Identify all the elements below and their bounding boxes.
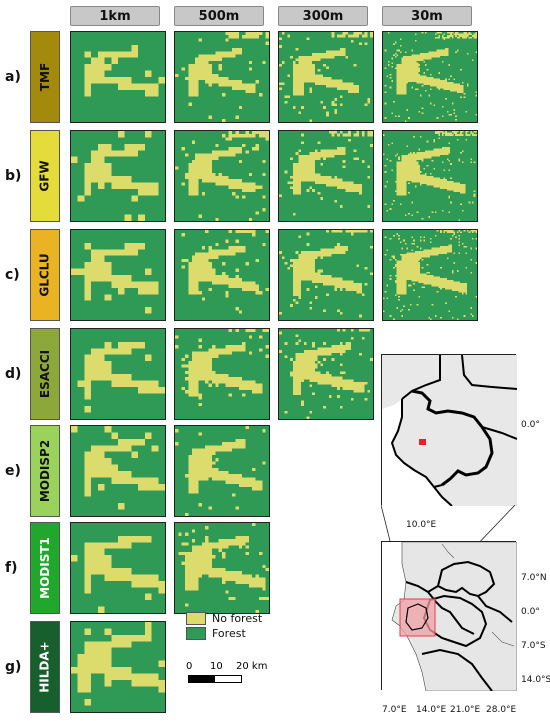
row-letter-glclu: c) — [5, 267, 20, 283]
inset-map — [381, 354, 522, 507]
product-name: ESACCI — [38, 349, 52, 399]
scale-label-20: 20 km — [236, 661, 268, 672]
product-name: GLCLU — [38, 253, 53, 297]
product-name: TMF — [38, 62, 53, 92]
product-name: MODISP2 — [38, 439, 53, 503]
inset-map-lat-label: 0.0° — [521, 420, 540, 430]
product-name: GFW — [38, 160, 53, 192]
legend-swatch-forest — [186, 627, 206, 640]
map-tile-tmf-500m — [174, 31, 270, 123]
map-tile-tmf-300m — [278, 31, 374, 123]
product-tag-esacci: ESACCI — [30, 328, 60, 420]
column-header-30m: 30m — [382, 6, 472, 26]
product-tag-tmf: TMF — [30, 31, 60, 123]
map-tile-gfw-30m — [382, 130, 478, 222]
map-tile-modisp2-1km — [70, 425, 166, 517]
map-tile-modisp2-500m — [174, 425, 270, 517]
row-letter-gfw: b) — [5, 168, 22, 184]
legend: No forest Forest — [186, 612, 262, 642]
row-letter-hilda: g) — [5, 659, 22, 675]
overview-lon-label-21E: 21.0°E — [450, 705, 481, 715]
overview-lat-label-0: 0.0° — [521, 607, 540, 617]
column-header-300m: 300m — [278, 6, 368, 26]
map-tile-tmf-30m — [382, 31, 478, 123]
overview-map — [381, 541, 518, 692]
product-tag-glclu: GLCLU — [30, 229, 60, 321]
map-tile-gfw-500m — [174, 130, 270, 222]
map-tile-esacci-300m — [278, 328, 374, 420]
map-tile-gfw-300m — [278, 130, 374, 222]
product-tag-modisp2: MODISP2 — [30, 425, 60, 517]
map-tile-esacci-1km — [70, 328, 166, 420]
overview-lat-label-14S: 14.0°S — [521, 675, 550, 685]
overview-lat-label-7N: 7.0°N — [521, 573, 547, 583]
map-tile-glclu-30m — [382, 229, 478, 321]
row-letter-tmf: a) — [5, 69, 21, 85]
scale-bar-graphic — [188, 675, 242, 683]
product-name: HILDA+ — [38, 641, 52, 693]
row-letter-modisp2: e) — [5, 463, 21, 479]
product-tag-modist1: MODIST1 — [30, 522, 60, 614]
map-tile-glclu-300m — [278, 229, 374, 321]
map-tile-hilda-1km — [70, 621, 166, 713]
map-tile-modist1-1km — [70, 522, 166, 614]
inset-map-graphic — [382, 354, 522, 507]
map-tile-tmf-1km — [70, 31, 166, 123]
legend-item-forest: Forest — [186, 627, 262, 640]
legend-swatch-no-forest — [186, 612, 206, 625]
scale-label-0: 0 — [186, 661, 193, 672]
map-tile-modist1-500m — [174, 522, 270, 614]
overview-map-graphic — [382, 541, 518, 692]
product-name: MODIST1 — [38, 537, 52, 599]
legend-item-no-forest: No forest — [186, 612, 262, 625]
row-letter-esacci: d) — [5, 366, 22, 382]
product-tag-hilda: HILDA+ — [30, 621, 60, 713]
overview-lon-label-14E: 14.0°E — [416, 705, 447, 715]
map-tile-gfw-1km — [70, 130, 166, 222]
column-header-500m: 500m — [174, 6, 264, 26]
overview-lon-label-7E: 7.0°E — [382, 705, 407, 715]
column-header-1km: 1km — [70, 6, 160, 26]
inset-map-lon-label: 10.0°E — [406, 520, 437, 530]
map-tile-glclu-1km — [70, 229, 166, 321]
legend-label-forest: Forest — [212, 627, 246, 640]
map-tile-esacci-500m — [174, 328, 270, 420]
map-tile-glclu-500m — [174, 229, 270, 321]
row-letter-modist1: f) — [5, 560, 18, 576]
scale-bar: 0 10 20 km — [186, 661, 276, 685]
overview-lon-label-28E: 28.0°E — [486, 705, 517, 715]
overview-lat-label-7S: 7.0°S — [521, 641, 546, 651]
legend-label-no-forest: No forest — [212, 612, 263, 625]
product-tag-gfw: GFW — [30, 130, 60, 222]
scale-label-10: 10 — [210, 661, 223, 672]
